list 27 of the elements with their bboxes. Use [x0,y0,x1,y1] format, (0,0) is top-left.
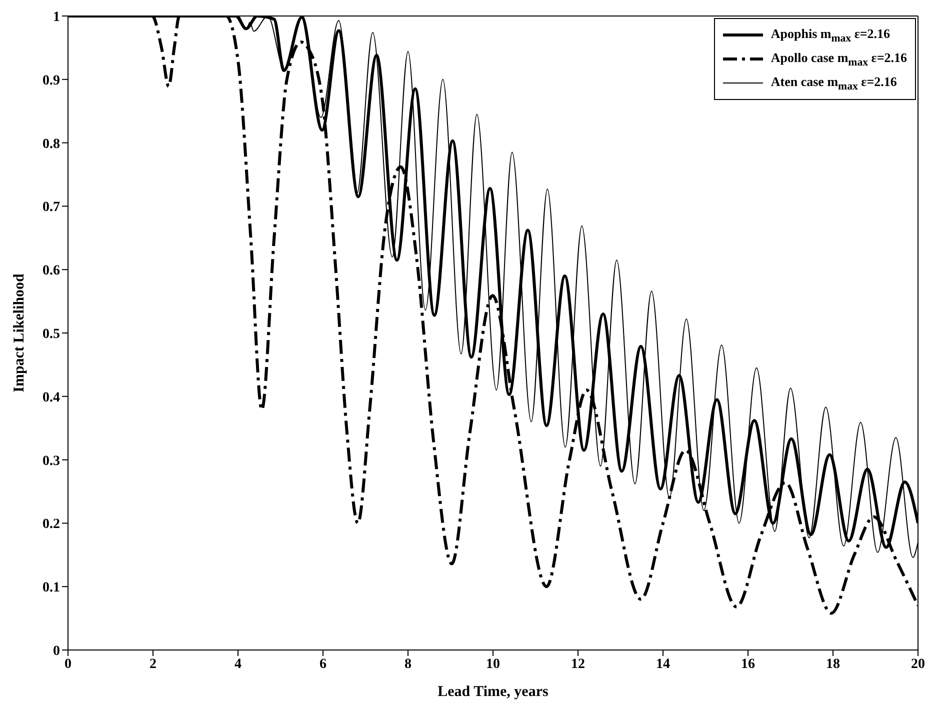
y-tick-label: 0 [53,644,60,659]
x-tick-label: 12 [571,656,585,672]
legend-label: Apollo case m$_{max}$ ε=2.16 [770,50,907,68]
y-tick-label: 0.6 [42,264,60,279]
y-tick-label: 0.9 [42,73,60,88]
x-axis-title: Lead Time, years [438,684,548,700]
legend-label: Aten case m$_{max}$ ε=2.16 [770,74,897,92]
x-tick-label: 10 [486,656,500,672]
x-tick-label: 14 [656,656,670,672]
legend-label: Apophis m$_{max}$ ε=2.16 [770,26,890,44]
y-tick-label: 0.4 [42,390,60,406]
x-tick-label: 0 [64,656,72,672]
x-tick-label: 6 [320,656,326,672]
y-tick-label: 0.3 [42,454,60,469]
x-tick-label: 18 [826,656,840,672]
y-axis-title: Impact Likelihood [11,272,28,392]
x-tick-label: 4 [234,656,242,672]
x-tick-label: 2 [150,656,156,672]
y-tick-label: 1 [53,10,60,25]
x-tick-label: 16 [741,656,755,672]
x-tick-label: 8 [404,656,412,672]
x-tick-label: 20 [911,656,925,672]
y-tick-label: 0.7 [42,200,60,216]
y-tick-label: 0.1 [42,580,60,596]
y-tick-label: 0.8 [42,136,60,152]
y-tick-label: 0.5 [42,326,60,342]
y-tick-label: 0.2 [42,517,60,532]
